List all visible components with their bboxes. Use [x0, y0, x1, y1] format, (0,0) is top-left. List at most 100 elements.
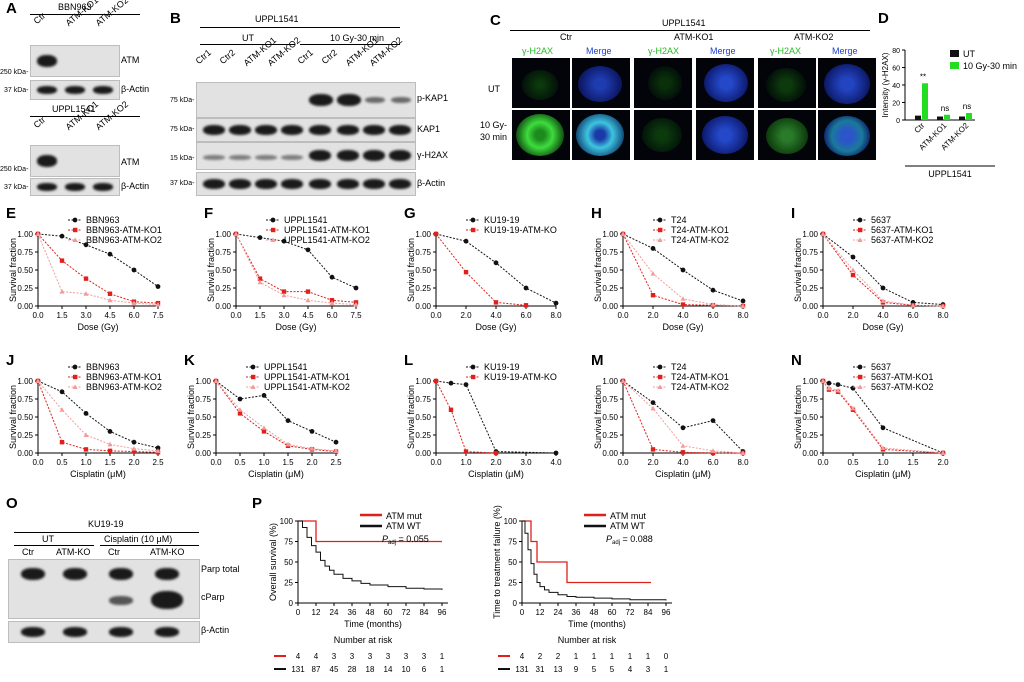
y-tick-label: 1.00 [415, 377, 431, 386]
bar [937, 116, 943, 120]
bar [959, 116, 965, 120]
data-point [448, 407, 454, 412]
x-tick-label: 0.0 [32, 311, 44, 320]
data-point [59, 389, 65, 395]
series-line [435, 380, 497, 454]
risk-count: 131 [291, 665, 305, 674]
panel-p: P 0 25 50 75 100 0 12 24 36 48 60 72 84 96 Time (month… [252, 495, 710, 682]
data-point [257, 276, 263, 281]
survival-panel-g: G 0.00 0.25 0.50 0.75 1.00 0.0 2.0 4.0 6.0 8.0 Dose… [398, 198, 608, 343]
kda-label: 37 kDa- [4, 87, 29, 94]
p-value: Padj = 0.055 [382, 534, 429, 546]
x-tick-label: 1.5 [104, 458, 116, 467]
x-axis-label: Cisplatin (μM) [248, 469, 304, 479]
y-tick-label: 0.75 [415, 248, 431, 257]
y-tick-label: 0.25 [195, 431, 211, 440]
y-tick-label: 60 [892, 66, 900, 73]
data-point [59, 258, 65, 263]
group-label: ATM-KO2 [794, 32, 834, 42]
data-point [155, 301, 161, 307]
survival-chart: N 0.00 0.25 0.50 0.75 1.00 0.0 0.5 1.0 1.5 2.0 Cisp… [791, 352, 949, 479]
y-axis-label: Survival fraction [8, 238, 18, 302]
survival-panel-l: L 0.00 0.25 0.50 0.75 1.00 0.0 1.0 2.0 3.0 4.0 Cisp… [398, 345, 608, 490]
legend-marker [270, 217, 276, 223]
data-point [83, 242, 89, 248]
legend-marker [73, 374, 78, 380]
data-point [463, 238, 469, 244]
kda-label: 15 kDa- [170, 155, 195, 162]
data-point [131, 439, 137, 445]
data-point [826, 385, 832, 391]
data-point [650, 447, 656, 452]
risk-count: 3 [332, 652, 337, 661]
y-tick-label: 0.00 [415, 302, 431, 311]
x-tick-label: 8.0 [937, 311, 949, 320]
legend-marker [471, 374, 476, 380]
x-axis-label: Dose (Gy) [862, 322, 903, 332]
legend-marker [658, 227, 663, 233]
legend-entry: ATM WT [610, 521, 645, 531]
row-label: cParp [201, 592, 225, 602]
significance-label: ** [920, 72, 926, 81]
group-label: 10 Gy-30 min [330, 33, 385, 43]
risk-count: 18 [366, 665, 375, 674]
y-tick-label: 0.75 [195, 395, 211, 404]
data-point [880, 425, 886, 431]
panel-b: B UPPL1541 UT 10 Gy-30 min Ctr1 Ctr2 ATM… [150, 0, 460, 196]
legend-marker [251, 374, 256, 380]
micrograph [512, 58, 570, 108]
channel-label: γ-H2AX [522, 46, 554, 56]
y-axis-label: Survival fraction [186, 385, 196, 449]
y-axis-label: Survival fraction [406, 385, 416, 449]
series-line [435, 233, 527, 306]
panel-letter: O [6, 495, 18, 512]
x-tick-label: 1.5 [254, 311, 266, 320]
data-point [740, 303, 746, 308]
data-point [83, 291, 89, 296]
x-tick-label: 6.0 [707, 311, 719, 320]
row-label: ATM [121, 55, 140, 65]
y-tick-label: 0.75 [215, 248, 231, 257]
x-tick-label: 6.0 [128, 311, 140, 320]
survival-chart: F 0.00 0.25 0.50 0.75 1.00 0.0 1.5 3.0 4.5 6.0 7.5 D… [204, 205, 370, 332]
data-point [305, 247, 311, 253]
panel-letter: F [204, 205, 213, 222]
legend-entry: BBN963-ATM-KO2 [86, 382, 162, 392]
survival-panel-n: N 0.00 0.25 0.50 0.75 1.00 0.0 0.5 1.0 1.5 2.0 Cisp… [785, 345, 995, 490]
y-tick-label: 0.50 [802, 413, 818, 422]
legend-marker [470, 217, 476, 223]
data-point [261, 425, 267, 430]
data-point [880, 285, 886, 291]
x-tick-label: 1.5 [907, 458, 919, 467]
lane-label: Ctr [31, 10, 48, 26]
panel-letter: J [6, 352, 14, 369]
risk-count: 3 [646, 665, 651, 674]
data-point [710, 448, 716, 453]
data-point [353, 301, 359, 307]
cell-line-label: UPPL1541 [662, 18, 706, 28]
data-point [493, 450, 499, 456]
data-point [820, 378, 826, 383]
survival-panel-m: M 0.00 0.25 0.50 0.75 1.00 0.0 2.0 4.0 6.0 8.0 Cisp… [585, 345, 795, 490]
row-label: p-KAP1 [417, 93, 449, 103]
group-label: ATM-KO1 [674, 32, 714, 42]
x-tick-label: 2.5 [330, 458, 342, 467]
blot-kap1 [196, 118, 416, 142]
y-tick-label: 100 [504, 517, 518, 526]
y-tick-label: 0.50 [195, 413, 211, 422]
x-tick-label: 4.5 [104, 311, 116, 320]
y-tick-label: 0.75 [602, 248, 618, 257]
y-tick-label: 0.00 [602, 449, 618, 458]
data-point [257, 235, 263, 240]
data-point [463, 269, 469, 275]
y-tick-label: 0.50 [17, 266, 33, 275]
risk-count: 1 [664, 665, 669, 674]
risk-count: 1 [610, 652, 615, 661]
legend-entry: BBN963-ATM-KO1 [86, 372, 162, 382]
y-tick-label: 0.50 [415, 413, 431, 422]
risk-count: 3 [404, 652, 409, 661]
data-point [305, 297, 311, 303]
micrograph [696, 58, 754, 108]
data-point [285, 441, 291, 447]
row-label: β-Actin [121, 84, 150, 94]
